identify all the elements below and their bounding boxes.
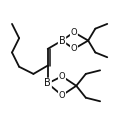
Text: B: B: [59, 36, 65, 46]
Text: O: O: [71, 28, 77, 37]
Text: O: O: [71, 44, 77, 53]
Text: O: O: [59, 72, 65, 81]
Text: B: B: [44, 78, 51, 88]
Text: O: O: [59, 91, 65, 100]
